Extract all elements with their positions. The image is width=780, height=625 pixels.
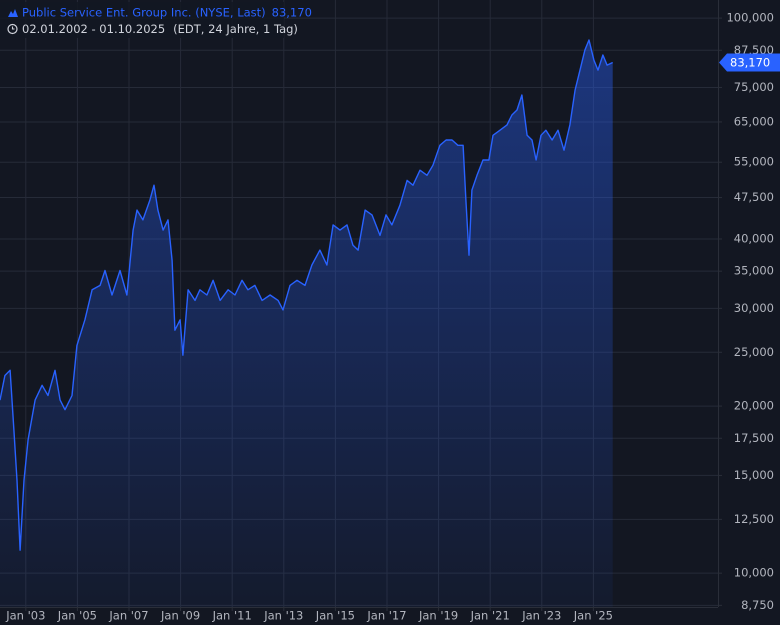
y-tick-label: 17,500 xyxy=(734,431,774,445)
price-line xyxy=(0,39,613,551)
y-tick-label: 12,500 xyxy=(734,512,774,526)
y-tick-label: 8,750 xyxy=(741,598,774,612)
x-tick-label: Jan '23 xyxy=(521,609,561,623)
clock-hands xyxy=(11,26,15,30)
y-tick-label: 47,500 xyxy=(734,190,774,204)
date-range: 02.01.2002 - 01.10.2025 xyxy=(22,22,165,36)
x-tick-label: Jan '03 xyxy=(5,609,45,623)
range-note: (EDT, 24 Jahre, 1 Tag) xyxy=(173,22,298,36)
y-tick-label: 25,000 xyxy=(734,345,774,359)
x-tick-label: Jan '19 xyxy=(418,609,458,623)
y-tick-label: 10,000 xyxy=(734,566,774,580)
legend-value: 83,170 xyxy=(272,6,312,20)
plot xyxy=(0,39,613,607)
y-tick-label: 15,000 xyxy=(734,468,774,482)
y-tick-label: 30,000 xyxy=(734,301,774,315)
y-tick-label: 65,000 xyxy=(734,114,774,128)
x-tick-label: Jan '09 xyxy=(160,609,200,623)
x-tick-label: Jan '21 xyxy=(470,609,510,623)
last-value-label: 83,170 xyxy=(730,56,770,70)
y-tick-label: 20,000 xyxy=(734,399,774,413)
axes: 100,000 87,500 75,000 65,000 55,000 47,500 40,… xyxy=(5,11,780,623)
y-tick-label: 100,000 xyxy=(726,11,774,25)
x-tick-label: Jan '15 xyxy=(315,609,355,623)
y-tick-label: 40,000 xyxy=(734,231,774,245)
y-tick-label: 35,000 xyxy=(734,264,774,278)
x-tick-label: Jan '25 xyxy=(573,609,613,623)
x-tick-label: Jan '05 xyxy=(57,609,97,623)
clock-icon xyxy=(7,23,18,35)
x-tick-label: Jan '13 xyxy=(263,609,303,623)
y-tick-label: 75,000 xyxy=(734,80,774,94)
x-tick-label: Jan '11 xyxy=(212,609,252,623)
x-tick-label: Jan '17 xyxy=(366,609,406,623)
x-tick-label: Jan '07 xyxy=(108,609,148,623)
area-fill xyxy=(0,40,613,607)
legend-entry: Public Service Ent. Group Inc. (NYSE, La… xyxy=(22,6,266,20)
legend: Public Service Ent. Group Inc. (NYSE, La… xyxy=(0,2,312,38)
y-tick-label: 55,000 xyxy=(734,155,774,169)
last-value-tag xyxy=(719,53,780,72)
legend-background xyxy=(0,2,284,38)
legend-icon xyxy=(8,9,18,17)
y-tick-label: 87,500 xyxy=(734,43,774,57)
